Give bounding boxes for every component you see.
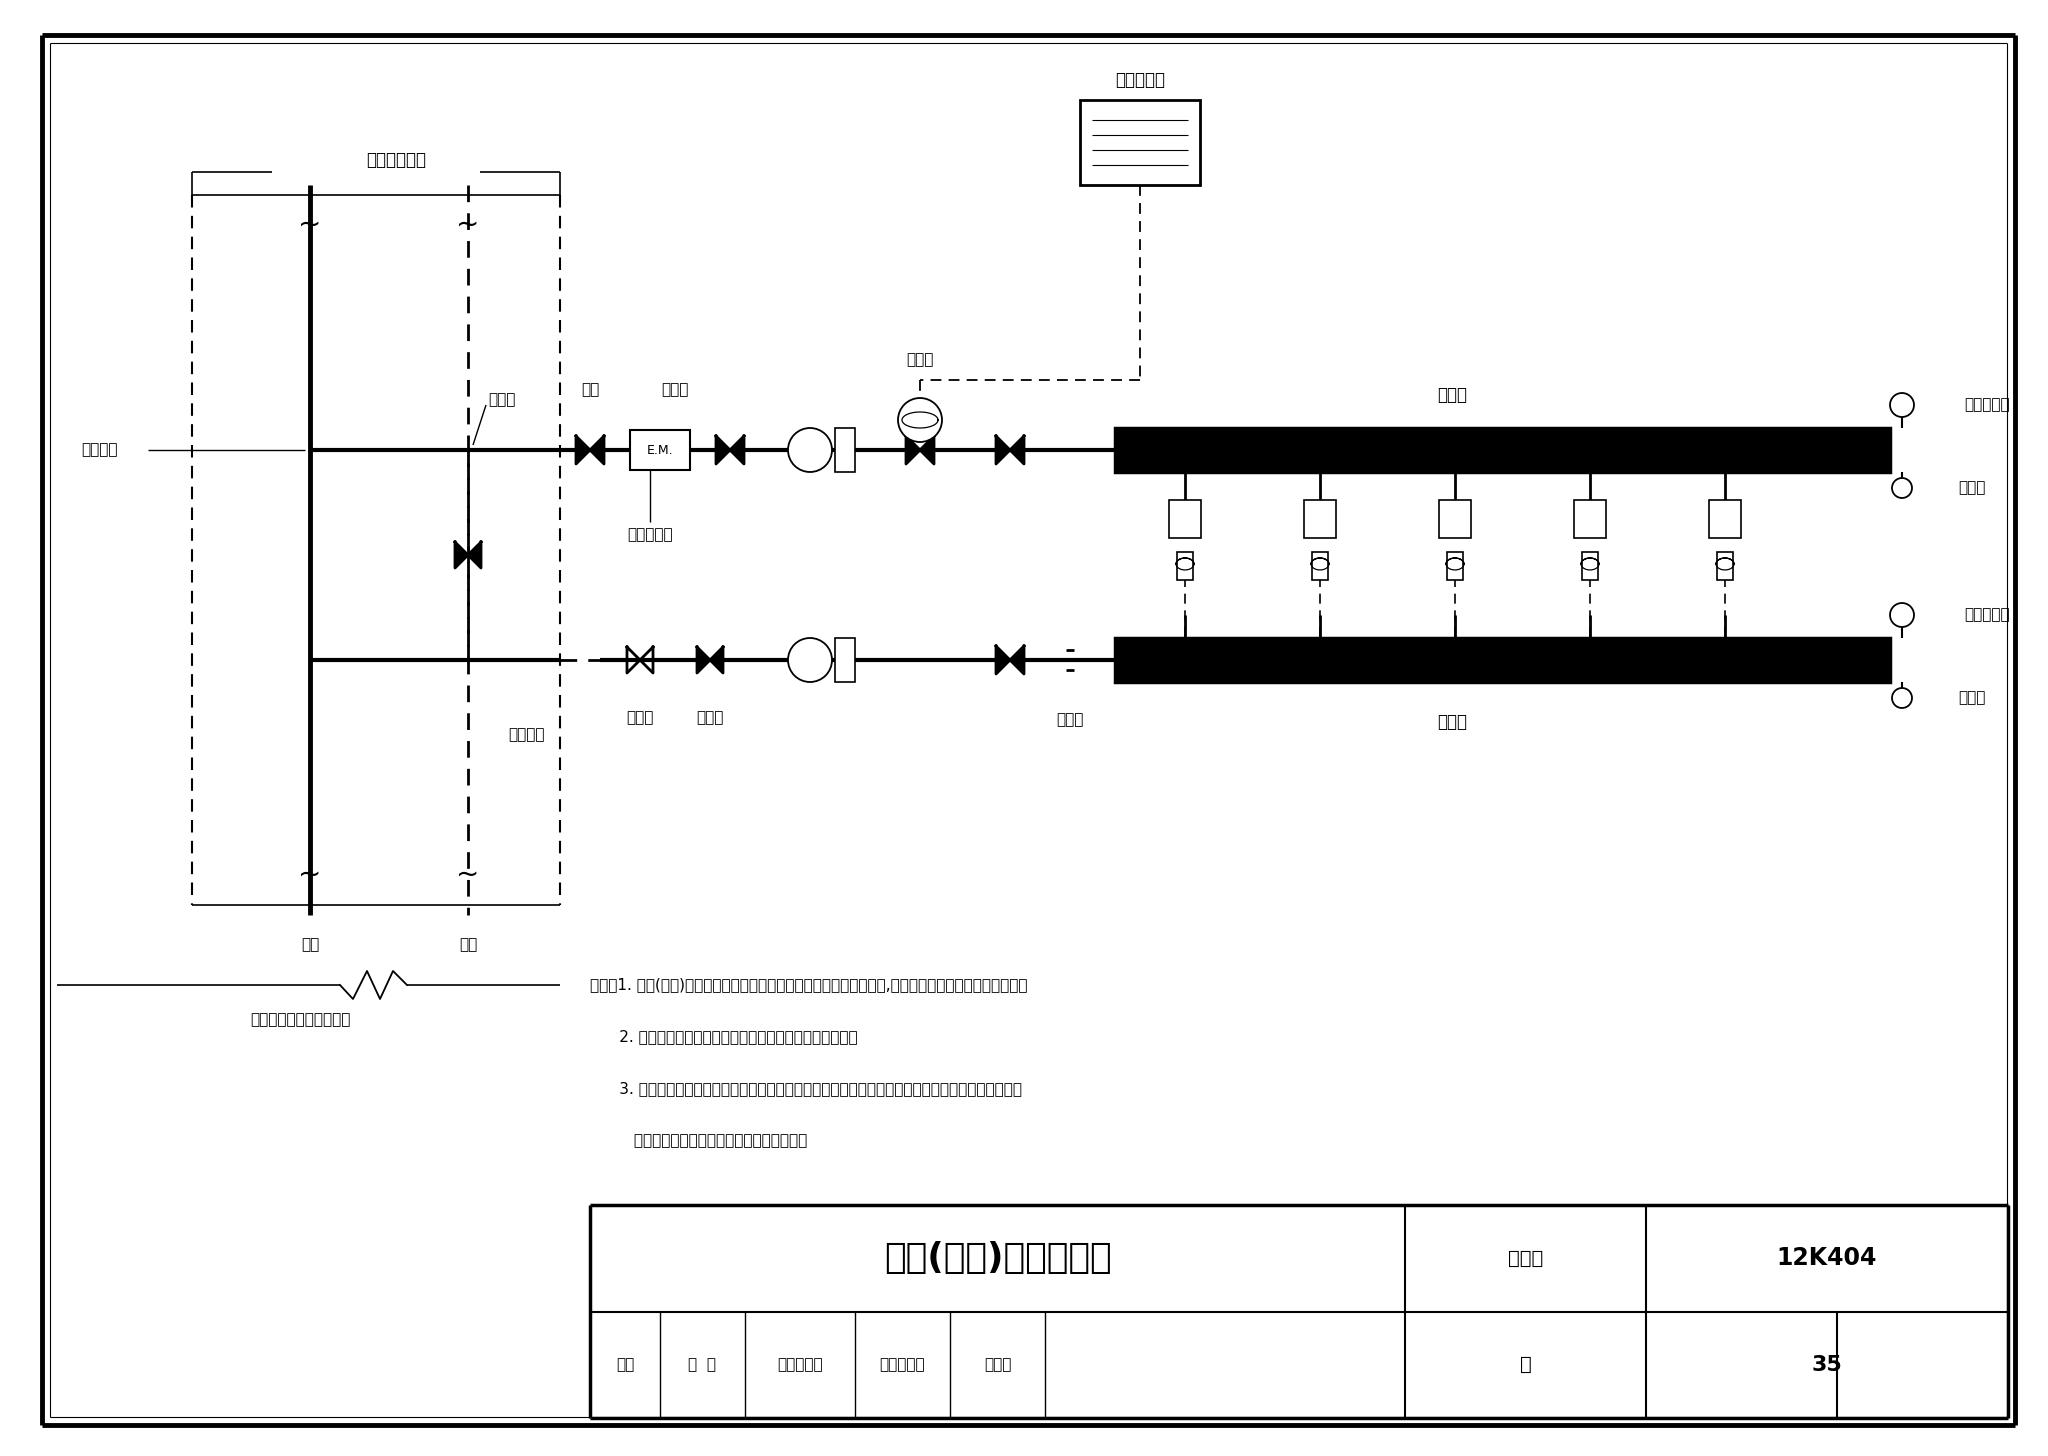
Text: ~: ~ xyxy=(299,211,322,239)
Polygon shape xyxy=(590,435,604,464)
Text: 审核: 审核 xyxy=(616,1357,635,1372)
Bar xyxy=(836,638,854,681)
Text: 阀门: 阀门 xyxy=(582,383,600,397)
Polygon shape xyxy=(469,542,481,568)
Polygon shape xyxy=(729,435,743,464)
Text: 任兆成设计: 任兆成设计 xyxy=(881,1357,926,1372)
Text: 泄水阀: 泄水阀 xyxy=(1958,480,1987,495)
Text: 管道井内部件: 管道井内部件 xyxy=(367,151,426,169)
Bar xyxy=(1079,100,1200,185)
Text: 12K404: 12K404 xyxy=(1778,1246,1878,1270)
Polygon shape xyxy=(995,646,1010,674)
Text: 锁闭阀: 锁闭阀 xyxy=(696,711,723,725)
Circle shape xyxy=(1890,603,1915,628)
Text: 过滤器: 过滤器 xyxy=(662,383,688,397)
Bar xyxy=(1305,499,1335,539)
Polygon shape xyxy=(1010,435,1024,464)
Circle shape xyxy=(1892,689,1913,708)
Text: 35: 35 xyxy=(1812,1354,1843,1374)
Text: 热源具体形式由设计确定: 热源具体形式由设计确定 xyxy=(250,1012,350,1028)
Text: 高  浪: 高 浪 xyxy=(688,1357,717,1372)
Polygon shape xyxy=(455,542,469,568)
Bar xyxy=(1575,499,1606,539)
Circle shape xyxy=(1890,393,1915,416)
Text: 活接头: 活接头 xyxy=(1057,712,1083,728)
Text: 回水立管: 回水立管 xyxy=(508,728,545,743)
Text: 图集号: 图集号 xyxy=(1507,1249,1542,1268)
Text: 3. 热水地面辐射供暖系统自动调节阀宜采用电动阀或自力式温度控制阀（不可采用内置温包型自力: 3. 热水地面辐射供暖系统自动调节阀宜采用电动阀或自力式温度控制阀（不可采用内置… xyxy=(590,1082,1022,1096)
Bar xyxy=(1313,552,1327,579)
Text: 校对任兆成: 校对任兆成 xyxy=(776,1357,823,1372)
Bar xyxy=(1114,428,1890,472)
Text: ~: ~ xyxy=(457,211,479,239)
Text: E.M.: E.M. xyxy=(647,444,674,457)
Polygon shape xyxy=(696,646,711,673)
Text: 2. 室温温控器宜设在被控温的典型房间或代表性区域内。: 2. 室温温控器宜设在被控温的典型房间或代表性区域内。 xyxy=(590,1029,858,1044)
Circle shape xyxy=(788,638,831,681)
Text: 自动排气阀: 自动排气阀 xyxy=(1964,607,2009,623)
Text: 平衡阀: 平衡阀 xyxy=(627,711,653,725)
Text: 自动排气阀: 自动排气阀 xyxy=(1964,397,2009,412)
Text: 邓有源: 邓有源 xyxy=(983,1357,1012,1372)
Text: 集水器: 集水器 xyxy=(1438,713,1468,731)
Bar xyxy=(1448,552,1462,579)
Bar xyxy=(1114,638,1890,681)
Bar xyxy=(631,430,690,470)
Polygon shape xyxy=(1010,646,1024,674)
Bar xyxy=(1169,499,1200,539)
Circle shape xyxy=(788,428,831,472)
Text: 式恒温控制阀），也可采用电热式控制阀。: 式恒温控制阀），也可采用电热式控制阀。 xyxy=(590,1134,807,1149)
Polygon shape xyxy=(920,435,934,464)
Text: ~: ~ xyxy=(299,860,322,890)
Bar xyxy=(1716,552,1733,579)
Text: 页: 页 xyxy=(1520,1356,1532,1374)
Bar xyxy=(1708,499,1741,539)
Bar xyxy=(836,428,854,472)
Polygon shape xyxy=(905,435,920,464)
Text: 室温温控器: 室温温控器 xyxy=(1114,71,1165,89)
Circle shape xyxy=(897,397,942,443)
Circle shape xyxy=(1892,478,1913,498)
Text: 分水器: 分水器 xyxy=(1438,386,1468,403)
Text: 泄水阀: 泄水阀 xyxy=(1958,690,1987,706)
Polygon shape xyxy=(575,435,590,464)
Bar xyxy=(1581,552,1597,579)
Bar xyxy=(1440,499,1470,539)
Text: 供水立管: 供水立管 xyxy=(82,443,119,457)
Polygon shape xyxy=(995,435,1010,464)
Polygon shape xyxy=(711,646,723,673)
Bar xyxy=(1178,552,1194,579)
Text: 回水: 回水 xyxy=(459,938,477,952)
Text: 说明：1. 总体(分户)控制在分水器或集水器总管上设置一个自动调节阀,控制整个用户或区域的室内温度。: 说明：1. 总体(分户)控制在分水器或集水器总管上设置一个自动调节阀,控制整个用… xyxy=(590,977,1028,993)
Text: 总体(分户)温控示意图: 总体(分户)温控示意图 xyxy=(883,1242,1112,1275)
Text: 热计量装置: 热计量装置 xyxy=(627,527,674,543)
Polygon shape xyxy=(717,435,729,464)
Text: 温控阀: 温控阀 xyxy=(907,352,934,367)
Text: 供水: 供水 xyxy=(301,938,319,952)
Text: 旁通管: 旁通管 xyxy=(487,393,516,408)
Text: ~: ~ xyxy=(457,860,479,890)
